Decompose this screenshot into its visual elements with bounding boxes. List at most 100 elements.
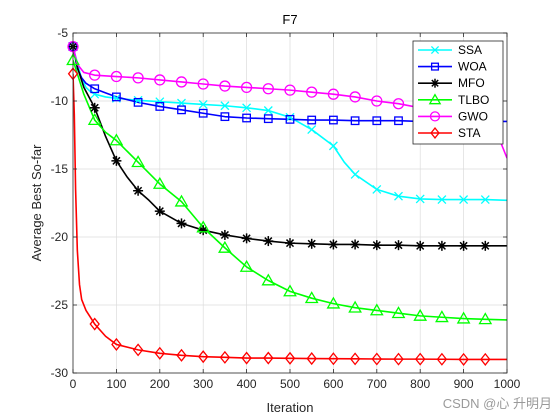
legend-label-woa: WOA	[458, 60, 487, 74]
x-tick-label: 600	[323, 377, 343, 391]
data-point-sta	[132, 343, 144, 357]
x-tick-label: 800	[410, 377, 430, 391]
data-point-mfo	[241, 233, 252, 244]
data-point-mfo-stroke	[134, 186, 143, 195]
data-point-ssa	[328, 141, 338, 151]
x-tick-label: 200	[150, 377, 170, 391]
data-point-gwo	[110, 70, 123, 83]
x-tick-label: 1000	[494, 377, 521, 391]
legend-label-sta: STA	[458, 126, 480, 140]
data-point-gwo	[132, 72, 144, 84]
y-tick-label: -10	[51, 94, 69, 108]
data-point-sta	[197, 350, 209, 364]
data-point-tlbo	[435, 310, 449, 323]
data-point-woa	[263, 114, 273, 124]
data-point-mfo-stroke	[351, 240, 360, 249]
data-point-mfo-stroke	[177, 219, 186, 228]
x-tick-label: 500	[280, 377, 300, 391]
data-point-mfo-stroke	[459, 241, 468, 250]
data-point-mfo	[176, 218, 187, 229]
legend-marker-gwo	[429, 111, 441, 122]
data-point-woa	[372, 116, 382, 126]
x-tick-label: 100	[106, 377, 126, 391]
data-point-ssa-stroke	[480, 195, 490, 205]
data-point-gwo	[327, 88, 340, 100]
data-point-woa	[90, 84, 100, 94]
data-point-woa	[198, 108, 208, 118]
data-point-ssa-stroke	[459, 195, 469, 205]
data-point-tlbo	[304, 291, 319, 304]
data-point-woa	[177, 105, 186, 115]
data-point-tlbo	[326, 296, 341, 309]
legend-label-tlbo: TLBO	[458, 93, 489, 107]
data-point-gwo	[262, 83, 274, 95]
data-point-mfo	[371, 240, 382, 251]
data-point-tlbo	[239, 259, 254, 272]
data-point-ssa	[394, 191, 403, 201]
data-point-sta	[176, 348, 187, 362]
legend-item-tlbo: TLBO	[418, 93, 489, 107]
data-point-mfo-stroke	[307, 239, 316, 248]
y-tick-label: -15	[51, 162, 69, 176]
data-point-sta	[219, 350, 231, 364]
data-point-sta	[371, 352, 383, 366]
data-point-sta	[349, 352, 361, 366]
legend-marker-mfo	[430, 78, 440, 88]
data-point-mfo-stroke	[329, 240, 338, 249]
data-point-ssa-stroke	[155, 97, 165, 107]
data-point-tlbo	[391, 306, 406, 319]
data-point-mfo	[198, 225, 209, 236]
data-point-tlbo	[348, 300, 362, 313]
data-point-sta	[328, 352, 339, 366]
series-line-sta	[73, 73, 507, 361]
data-point-sta	[436, 352, 448, 366]
data-point-ssa-stroke	[328, 141, 338, 151]
data-point-sta	[284, 351, 296, 365]
data-point-mfo-stroke	[416, 241, 425, 250]
data-point-sta	[154, 346, 166, 360]
data-point-sta	[458, 352, 469, 366]
data-point-mfo-stroke	[264, 237, 273, 246]
tick-labels: 0 100 200 300 400 500 600 700 800 900 1000 -5 -10 -15…	[51, 26, 521, 391]
y-tick-label: -25	[51, 298, 69, 312]
data-point-gwo	[349, 91, 361, 103]
data-point-mfo	[263, 236, 274, 247]
data-point-woa	[285, 114, 295, 124]
data-point-mfo	[393, 240, 404, 251]
data-point-woa	[220, 112, 230, 122]
data-point-ssa-stroke	[437, 195, 447, 205]
data-point-mfo-stroke	[155, 207, 164, 216]
data-point-woa	[133, 97, 143, 107]
data-point-woa	[242, 113, 252, 123]
marker-layer	[66, 40, 493, 366]
data-point-ssa-stroke	[285, 112, 295, 122]
data-point-mfo	[285, 238, 295, 249]
data-point-mfo	[458, 240, 469, 251]
x-tick-label: 700	[367, 377, 387, 391]
legend-marker-woa	[430, 62, 440, 71]
data-point-tlbo	[152, 176, 167, 189]
data-point-ssa-stroke	[415, 194, 425, 204]
x-tick-label: 900	[454, 377, 474, 391]
data-point-ssa-stroke	[242, 103, 252, 113]
data-point-ssa	[437, 195, 447, 205]
data-point-tlbo	[218, 240, 232, 253]
data-point-mfo-stroke	[90, 103, 99, 112]
legend-label-gwo: GWO	[458, 109, 488, 123]
legend-marker-tlbo	[428, 93, 442, 105]
data-point-ssa	[242, 103, 252, 113]
data-point-mfo	[89, 102, 100, 113]
data-point-ssa	[350, 169, 360, 179]
data-point-gwo	[284, 84, 296, 96]
data-point-gwo	[392, 98, 405, 110]
data-point-mfo-stroke	[199, 226, 208, 235]
data-point-tlbo	[369, 303, 384, 316]
data-point-gwo	[219, 80, 231, 92]
y-axis-label: Average Best So-far	[29, 144, 44, 261]
data-point-woa	[112, 92, 121, 102]
data-point-ssa	[155, 97, 165, 107]
data-point-ssa	[285, 112, 295, 122]
data-point-mfo	[415, 240, 426, 251]
data-point-mfo-stroke	[242, 234, 251, 243]
